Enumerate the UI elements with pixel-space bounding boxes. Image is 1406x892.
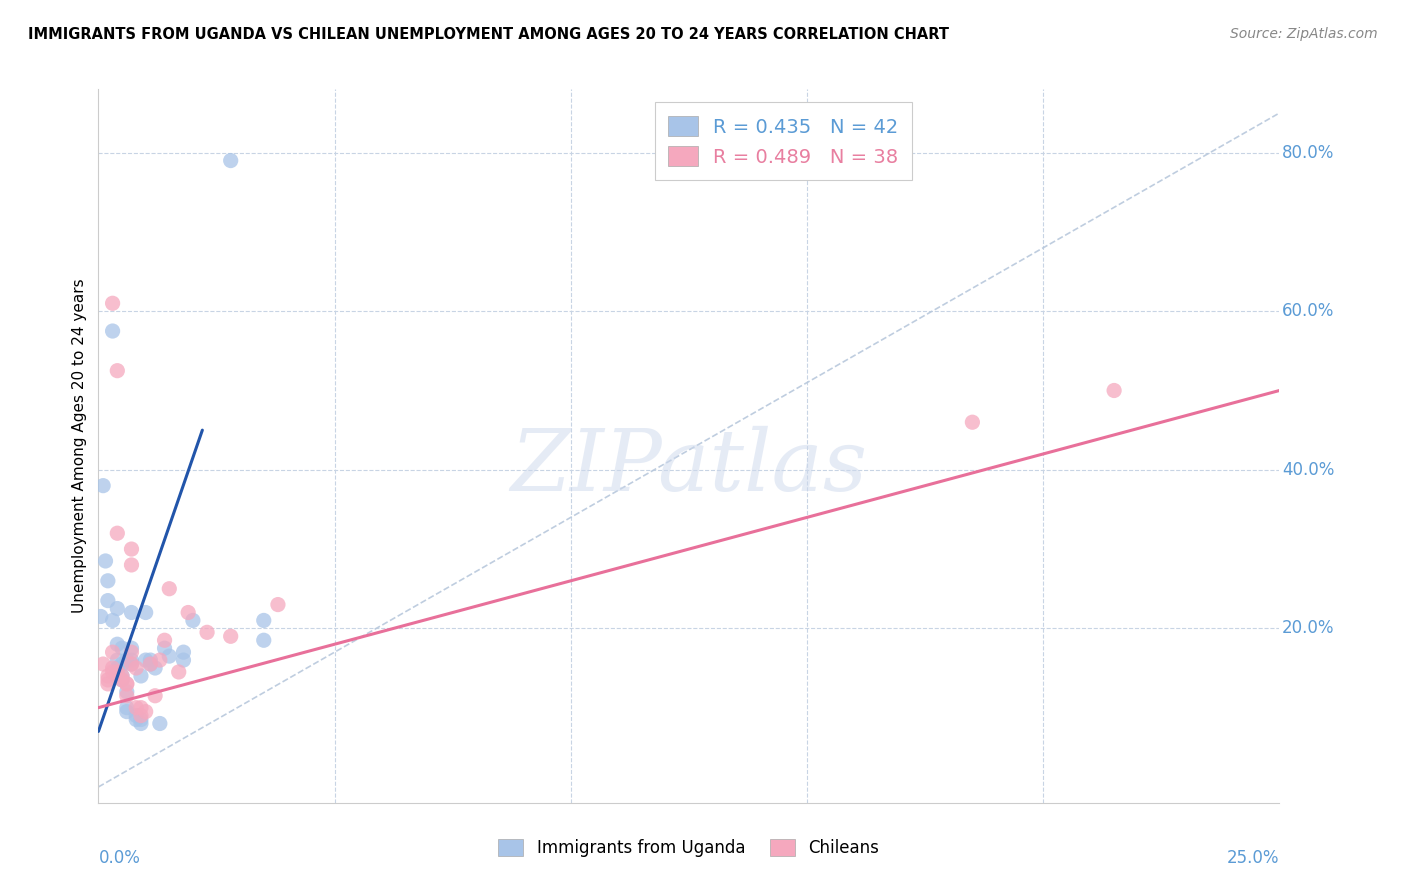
Point: [253, 633, 276, 648]
Point: [172, 645, 194, 659]
Point: [105, 364, 128, 378]
Point: [111, 669, 134, 683]
Point: [121, 606, 143, 620]
Point: [111, 673, 134, 687]
Text: 40.0%: 40.0%: [1282, 461, 1334, 479]
Text: IMMIGRANTS FROM UGANDA VS CHILEAN UNEMPLOYMENT AMONG AGES 20 TO 24 YEARS CORRELA: IMMIGRANTS FROM UGANDA VS CHILEAN UNEMPL…: [28, 27, 949, 42]
Text: 25.0%: 25.0%: [1227, 849, 1279, 867]
Point: [129, 700, 152, 714]
Point: [167, 665, 190, 679]
Point: [121, 641, 143, 656]
Point: [153, 633, 176, 648]
Point: [149, 653, 172, 667]
Point: [135, 705, 157, 719]
Point: [139, 657, 162, 671]
Point: [139, 657, 162, 671]
Text: 80.0%: 80.0%: [1282, 144, 1334, 161]
Point: [111, 657, 134, 671]
Point: [115, 653, 138, 667]
Point: [115, 689, 138, 703]
Point: [105, 653, 128, 667]
Point: [121, 542, 143, 557]
Point: [101, 614, 124, 628]
Point: [94, 554, 117, 568]
Point: [253, 614, 276, 628]
Point: [101, 324, 124, 338]
Point: [157, 582, 180, 596]
Point: [121, 645, 143, 659]
Point: [135, 653, 157, 667]
Point: [115, 677, 138, 691]
Point: [125, 700, 148, 714]
Text: 20.0%: 20.0%: [1282, 619, 1334, 638]
Point: [105, 637, 128, 651]
Point: [115, 705, 138, 719]
Point: [90, 609, 112, 624]
Point: [181, 614, 204, 628]
Text: Source: ZipAtlas.com: Source: ZipAtlas.com: [1230, 27, 1378, 41]
Point: [139, 653, 162, 667]
Point: [219, 153, 242, 168]
Point: [105, 669, 128, 683]
Point: [101, 645, 124, 659]
Point: [121, 657, 143, 671]
Point: [105, 665, 128, 679]
Point: [91, 657, 114, 671]
Point: [153, 641, 176, 656]
Point: [115, 700, 138, 714]
Point: [115, 677, 138, 691]
Point: [97, 574, 120, 588]
Point: [101, 665, 124, 679]
Point: [121, 653, 143, 667]
Point: [111, 641, 134, 656]
Point: [125, 713, 148, 727]
Point: [121, 558, 143, 572]
Text: ZIPatlas: ZIPatlas: [510, 426, 868, 508]
Text: 60.0%: 60.0%: [1282, 302, 1334, 320]
Point: [129, 708, 152, 723]
Point: [105, 601, 128, 615]
Point: [97, 593, 120, 607]
Point: [101, 661, 124, 675]
Point: [105, 661, 128, 675]
Point: [267, 598, 290, 612]
Point: [172, 653, 194, 667]
Point: [111, 669, 134, 683]
Point: [125, 661, 148, 675]
Point: [97, 677, 120, 691]
Y-axis label: Unemployment Among Ages 20 to 24 years: Unemployment Among Ages 20 to 24 years: [72, 278, 87, 614]
Point: [143, 689, 166, 703]
Point: [97, 669, 120, 683]
Point: [101, 296, 124, 310]
Point: [111, 673, 134, 687]
Point: [91, 478, 114, 492]
Point: [157, 649, 180, 664]
Point: [105, 526, 128, 541]
Point: [177, 606, 200, 620]
Point: [121, 657, 143, 671]
Point: [129, 716, 152, 731]
Text: 0.0%: 0.0%: [98, 849, 141, 867]
Point: [962, 415, 984, 429]
Point: [129, 669, 152, 683]
Point: [195, 625, 218, 640]
Point: [149, 716, 172, 731]
Point: [143, 661, 166, 675]
Point: [129, 713, 152, 727]
Point: [1102, 384, 1125, 398]
Point: [219, 629, 242, 643]
Point: [115, 685, 138, 699]
Point: [97, 673, 120, 687]
Point: [125, 708, 148, 723]
Legend: R = 0.435   N = 42, R = 0.489   N = 38: R = 0.435 N = 42, R = 0.489 N = 38: [655, 103, 912, 180]
Point: [135, 606, 157, 620]
